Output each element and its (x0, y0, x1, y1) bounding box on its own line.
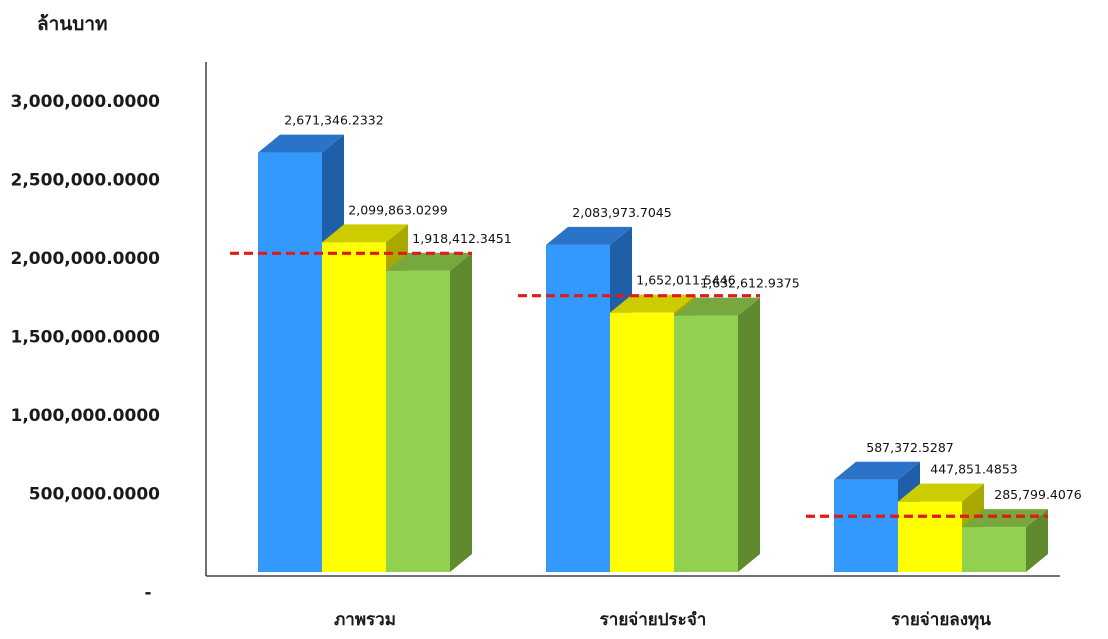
bar-top (610, 294, 696, 313)
data-label: 2,671,346.2332 (284, 113, 383, 128)
bar (962, 527, 1026, 572)
bar-side (1026, 509, 1048, 572)
data-label: 447,851.4853 (930, 462, 1017, 477)
bar (834, 479, 898, 572)
x-axis-category-labels: ภาพรวม รายจ่ายประจำ รายจ่ายลงทุน (334, 610, 991, 630)
bar (898, 501, 962, 572)
data-label: 285,799.4076 (994, 487, 1082, 502)
y-tick-label: 2,000,000.0000 (11, 249, 161, 269)
x-category-label: ภาพรวม (334, 610, 396, 630)
bar-side (738, 297, 760, 572)
x-category-label: รายจ่ายลงทุน (891, 610, 991, 630)
bars (258, 134, 1048, 573)
x-category-label: รายจ่ายประจำ (600, 610, 707, 630)
bar-top (674, 297, 760, 316)
data-label: 2,083,973.7045 (572, 205, 671, 220)
bar-top (322, 224, 408, 243)
bar-top (546, 226, 632, 245)
y-tick-label: 2,500,000.0000 (11, 171, 161, 191)
bar (322, 242, 386, 572)
reference-lines (230, 251, 1048, 518)
bar-top (962, 509, 1048, 528)
y-tick-label: 1,000,000.0000 (11, 406, 161, 426)
bar-top (834, 461, 920, 480)
data-label: 1,918,412.3451 (412, 231, 511, 246)
bar-top (898, 483, 984, 502)
unit-label: ล้านบาท (37, 13, 108, 35)
y-axis-tick-labels: - 500,000.0000 1,000,000.0000 1,500,000.000… (11, 92, 161, 603)
data-label: 1,652,011.5446 (636, 273, 735, 288)
y-tick-label: 500,000.0000 (29, 485, 160, 505)
bar (674, 315, 738, 572)
data-labels: 2,671,346.2332 2,099,863.0299 1,918,412.34… (284, 113, 1081, 503)
y-tick-label: 1,500,000.0000 (11, 328, 161, 348)
bar (610, 312, 674, 572)
data-label: 1,632,612.9375 (700, 276, 799, 291)
data-label: 2,099,863.0299 (348, 202, 447, 217)
bar-top (386, 252, 472, 271)
bar (546, 244, 610, 572)
bar-side (450, 252, 472, 572)
data-label: 587,372.5287 (866, 440, 953, 455)
y-tick-label: 3,000,000.0000 (11, 92, 161, 112)
y-tick-label: - (144, 583, 151, 603)
bar (386, 270, 450, 572)
bar-top (258, 134, 344, 153)
bar (258, 152, 322, 573)
